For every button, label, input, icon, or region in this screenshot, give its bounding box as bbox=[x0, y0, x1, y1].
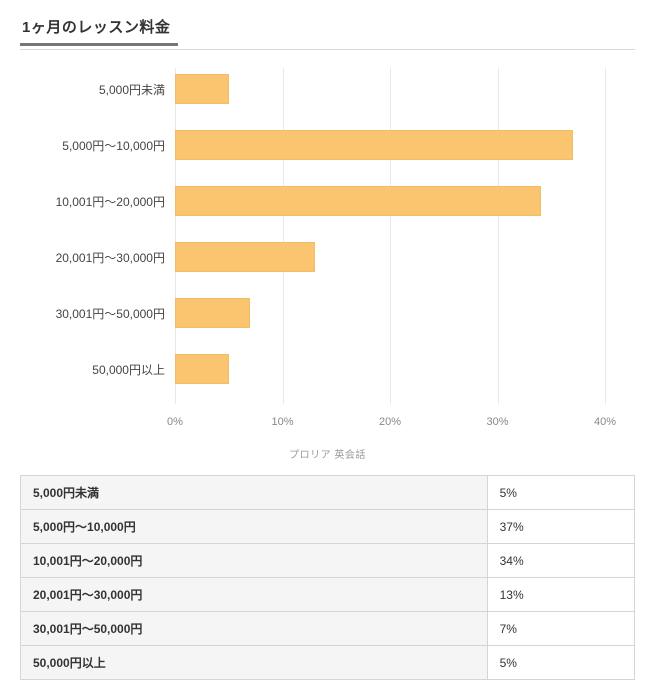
chart-y-label: 10,001円～20,000円 bbox=[25, 193, 175, 210]
price-bar-chart: 0% 10% 20% 30% 40% 5,000円未満 5,000円～10,000円 10,0… bbox=[20, 68, 635, 428]
chart-row: 20,001円～30,000円 bbox=[175, 242, 605, 272]
chart-y-label: 20,001円～30,000円 bbox=[25, 249, 175, 266]
table-cell-value: 5% bbox=[487, 646, 634, 680]
table-cell-label: 10,001円～20,000円 bbox=[21, 544, 488, 578]
chart-row: 10,001円～20,000円 bbox=[175, 186, 605, 216]
table-cell-value: 13% bbox=[487, 578, 634, 612]
chart-bar bbox=[175, 354, 229, 384]
chart-row: 30,001円～50,000円 bbox=[175, 298, 605, 328]
chart-y-label: 5,000円未満 bbox=[25, 81, 175, 98]
table-cell-value: 7% bbox=[487, 612, 634, 646]
chart-y-label: 50,000円以上 bbox=[25, 361, 175, 378]
chart-bar bbox=[175, 298, 250, 328]
chart-plot-area: 0%10%20%30%40%5,000円未満5,000円～10,000円10,0… bbox=[175, 68, 605, 428]
chart-x-tick-label: 30% bbox=[486, 416, 508, 428]
table-cell-value: 37% bbox=[487, 510, 634, 544]
chart-row: 5,000円未満 bbox=[175, 74, 605, 104]
table-cell-label: 5,000円未満 bbox=[21, 476, 488, 510]
table-cell-value: 5% bbox=[487, 476, 634, 510]
chart-bar bbox=[175, 74, 229, 104]
table-cell-label: 30,001円～50,000円 bbox=[21, 612, 488, 646]
chart-gridline bbox=[605, 68, 606, 404]
chart-x-tick-label: 10% bbox=[271, 416, 293, 428]
table-row: 30,001円～50,000円7% bbox=[21, 612, 635, 646]
table-cell-label: 5,000円～10,000円 bbox=[21, 510, 488, 544]
chart-bar bbox=[175, 186, 541, 216]
chart-row: 5,000円～10,000円 bbox=[175, 130, 605, 160]
table-row: 50,000円以上5% bbox=[21, 646, 635, 680]
table-cell-label: 50,000円以上 bbox=[21, 646, 488, 680]
price-data-table: 5,000円未満5%5,000円～10,000円37%10,001円～20,00… bbox=[20, 475, 635, 680]
chart-y-label: 30,001円～50,000円 bbox=[25, 305, 175, 322]
table-cell-label: 20,001円～30,000円 bbox=[21, 578, 488, 612]
title-underline bbox=[20, 49, 635, 50]
chart-bar bbox=[175, 242, 315, 272]
chart-row: 50,000円以上 bbox=[175, 354, 605, 384]
chart-x-tick-label: 0% bbox=[167, 416, 183, 428]
table-row: 5,000円未満5% bbox=[21, 476, 635, 510]
chart-caption: プロリア 英会話 bbox=[20, 446, 635, 461]
chart-x-tick-label: 40% bbox=[594, 416, 616, 428]
table-row: 10,001円～20,000円34% bbox=[21, 544, 635, 578]
chart-x-tick-label: 20% bbox=[379, 416, 401, 428]
chart-title-wrap: 1ヶ月のレッスン料金 bbox=[20, 16, 178, 46]
chart-y-label: 5,000円～10,000円 bbox=[25, 137, 175, 154]
table-row: 20,001円～30,000円13% bbox=[21, 578, 635, 612]
chart-bar bbox=[175, 130, 573, 160]
table-cell-value: 34% bbox=[487, 544, 634, 578]
table-row: 5,000円～10,000円37% bbox=[21, 510, 635, 544]
chart-title: 1ヶ月のレッスン料金 bbox=[22, 19, 170, 36]
